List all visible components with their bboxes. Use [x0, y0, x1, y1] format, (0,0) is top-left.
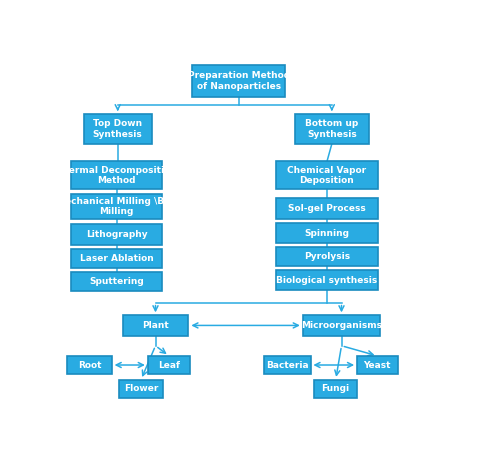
FancyBboxPatch shape: [71, 194, 162, 219]
FancyBboxPatch shape: [314, 380, 357, 398]
FancyBboxPatch shape: [357, 356, 398, 374]
Text: Plant: Plant: [142, 321, 169, 330]
FancyBboxPatch shape: [148, 356, 190, 374]
Text: Sol-gel Process: Sol-gel Process: [288, 204, 366, 213]
Text: Bacteria: Bacteria: [266, 360, 308, 369]
Text: Top Down
Synthesis: Top Down Synthesis: [93, 119, 142, 139]
FancyBboxPatch shape: [276, 198, 378, 219]
FancyBboxPatch shape: [264, 356, 310, 374]
FancyBboxPatch shape: [71, 272, 162, 291]
FancyBboxPatch shape: [71, 224, 162, 245]
FancyBboxPatch shape: [192, 65, 286, 96]
Text: Chemical Vapor
Deposition: Chemical Vapor Deposition: [288, 166, 366, 185]
FancyBboxPatch shape: [276, 162, 378, 189]
Text: Lithography: Lithography: [86, 230, 148, 239]
Text: Spinning: Spinning: [304, 228, 350, 238]
FancyBboxPatch shape: [84, 114, 152, 144]
FancyBboxPatch shape: [67, 356, 112, 374]
Text: Yeast: Yeast: [364, 360, 391, 369]
FancyBboxPatch shape: [295, 114, 368, 144]
Text: Bottom up
Synthesis: Bottom up Synthesis: [305, 119, 358, 139]
Text: Thermal Decomposition
Method: Thermal Decomposition Method: [56, 166, 177, 185]
Text: Laser Ablation: Laser Ablation: [80, 254, 154, 263]
FancyBboxPatch shape: [71, 249, 162, 268]
Text: Flower: Flower: [124, 384, 158, 393]
FancyBboxPatch shape: [276, 270, 378, 290]
Text: Mechanical Milling \Ball
Milling: Mechanical Milling \Ball Milling: [56, 197, 177, 216]
FancyBboxPatch shape: [71, 162, 162, 189]
FancyBboxPatch shape: [118, 380, 163, 398]
Text: Pyrolysis: Pyrolysis: [304, 252, 350, 261]
Text: Sputtering: Sputtering: [89, 277, 144, 286]
Text: Biological synthesis: Biological synthesis: [276, 276, 378, 284]
FancyBboxPatch shape: [276, 247, 378, 266]
Text: Root: Root: [78, 360, 101, 369]
Text: Microorganisms: Microorganisms: [301, 321, 382, 330]
Text: Preparation Method
of Nanoparticles: Preparation Method of Nanoparticles: [188, 71, 290, 91]
FancyBboxPatch shape: [303, 315, 380, 336]
FancyBboxPatch shape: [276, 223, 378, 243]
FancyBboxPatch shape: [122, 315, 188, 336]
Text: Leaf: Leaf: [158, 360, 180, 369]
Text: Fungi: Fungi: [322, 384, 350, 393]
